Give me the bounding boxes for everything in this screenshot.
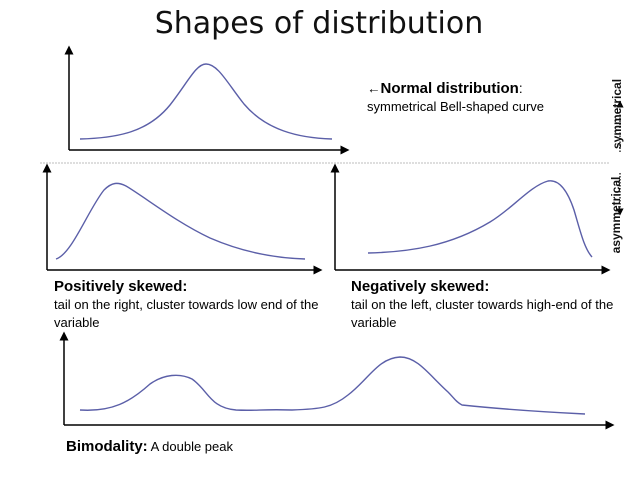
bimodal-description: A double peak bbox=[150, 439, 233, 454]
normal-title: Normal distribution bbox=[380, 80, 519, 97]
positive-description: tail on the right, cluster towards low e… bbox=[54, 297, 319, 330]
negative-curve bbox=[367, 180, 593, 258]
page-title: Shapes of distribution bbox=[154, 6, 484, 41]
bimodal-curve bbox=[79, 356, 586, 415]
bimodal-caption: Bimodality: A double peak bbox=[66, 438, 366, 456]
bimodal-heading: Bimodality: bbox=[66, 438, 148, 455]
normal-colon: : bbox=[518, 81, 523, 96]
negative-description: tail on the left, cluster towards high-e… bbox=[351, 297, 614, 330]
asymmetrical-label: asymmetrical bbox=[609, 176, 623, 254]
normal-description: symmetrical Bell-shaped curve bbox=[367, 99, 545, 114]
bimodal-plot bbox=[59, 331, 615, 430]
normal-heading: ←Normal distribution: bbox=[367, 80, 607, 98]
negative-heading: Negatively skewed: bbox=[351, 278, 490, 295]
symmetrical-label: symmetrical bbox=[610, 78, 624, 149]
positive-heading: Positively skewed: bbox=[54, 278, 188, 295]
negatively-skewed-plot bbox=[330, 163, 611, 275]
positively-skewed-plot bbox=[42, 163, 323, 275]
positive-curve bbox=[55, 182, 306, 260]
normal-distribution-plot bbox=[64, 45, 350, 155]
left-arrow-icon: ← bbox=[367, 81, 381, 96]
normal-curve bbox=[79, 63, 333, 140]
